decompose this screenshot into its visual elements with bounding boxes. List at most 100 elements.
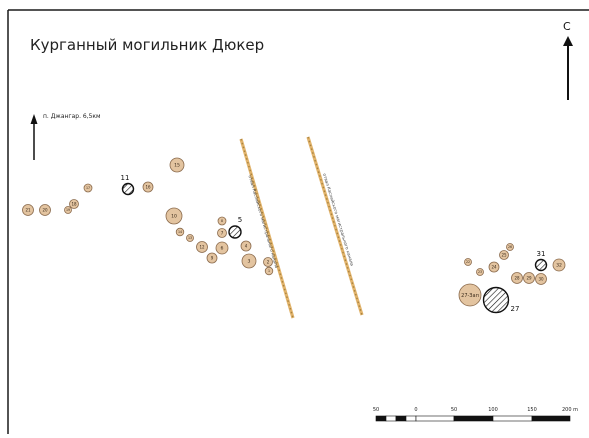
mound-label: 26 (508, 245, 512, 249)
mound-5[interactable]: 5 (228, 216, 242, 239)
scale-label: 50 (451, 407, 457, 413)
mound-label: 29 (526, 275, 532, 280)
mound-label: 10 (171, 214, 177, 220)
mound-label: 4 (245, 243, 248, 248)
excavated-mound-icon (121, 182, 135, 196)
mound-icon (64, 206, 72, 214)
map-title: Курганный могильник Дюкер (30, 36, 265, 54)
mound-icon (175, 227, 185, 237)
scale-label: 100 (488, 407, 498, 413)
mound-label: 19 (66, 208, 70, 212)
scale-label: 0 (414, 407, 417, 413)
canals: отвал Каспийского магистрального канала о… (239, 136, 364, 319)
mound-26[interactable]: 26 (506, 243, 514, 251)
mound-label: 6 (221, 246, 224, 252)
mound-27[interactable]: 27-Зап (458, 283, 482, 307)
mound-24[interactable]: 24 (488, 261, 500, 273)
scale-label: 200 m (562, 407, 578, 413)
mound-14[interactable]: 14 (175, 227, 185, 237)
mound-icon (464, 258, 472, 266)
mound-icon (39, 204, 51, 216)
mound-9[interactable]: 9 (206, 252, 218, 264)
mound-label: 31 (537, 250, 546, 258)
mound-20[interactable]: 20 (39, 204, 51, 216)
mound-1[interactable]: 1 (264, 266, 274, 276)
mound-icon (476, 268, 484, 276)
direction-arrow-icon (30, 114, 38, 160)
mound-13[interactable]: 13 (186, 234, 194, 242)
mound-icon (241, 253, 257, 269)
mound-icon (206, 252, 218, 264)
mound-label: 7 (221, 230, 224, 235)
mound-label: 28 (514, 275, 520, 280)
scale-label: 50 (373, 407, 379, 413)
mound-7[interactable]: 7 (217, 228, 227, 238)
mound-3[interactable]: 3 (241, 253, 257, 269)
mound-icon (499, 250, 509, 260)
mound-22[interactable]: 22 (464, 258, 472, 266)
mound-label: 24 (491, 264, 497, 269)
mound-30[interactable]: 30 (535, 273, 547, 285)
mound-icon (142, 181, 154, 193)
mound-19[interactable]: 19 (64, 206, 72, 214)
mound-icon (523, 272, 535, 284)
north-arrow-icon (563, 36, 573, 100)
mound-29[interactable]: 29 (523, 272, 535, 284)
mound-15[interactable]: 15 (169, 157, 185, 173)
mound-label: 1 (268, 269, 270, 273)
mound-31[interactable]: 31 (534, 250, 548, 272)
mound-label: 27-Зап (461, 293, 479, 299)
mound-18[interactable]: 18 (69, 199, 79, 209)
mound-icon (186, 234, 194, 242)
mound-label: 30 (538, 276, 544, 281)
mound-8[interactable]: 8 (217, 216, 227, 226)
mound-icon (458, 283, 482, 307)
mound-label: 15 (174, 163, 180, 169)
mound-2[interactable]: 2 (263, 257, 273, 267)
canal-label: отвал Каспийского магистрального канала (322, 173, 355, 267)
canal-2: отвал Каспийского магистрального канала (306, 136, 364, 316)
mound-32[interactable]: 32 (552, 258, 566, 272)
mound-label: 22 (466, 260, 470, 264)
mound-icon (506, 243, 514, 251)
mound-label: 20 (42, 207, 48, 212)
mound-icon (215, 241, 229, 255)
excavated-mound-icon (228, 225, 242, 239)
mound-25[interactable]: 25 (499, 250, 509, 260)
mound-icon (535, 273, 547, 285)
mound-label: 12 (199, 244, 205, 249)
mound-6[interactable]: 6 (215, 241, 229, 255)
mound-icon (169, 157, 185, 173)
mound-icon (165, 207, 183, 225)
mound-icon (69, 199, 79, 209)
mound-icon (511, 272, 523, 284)
mound-17[interactable]: 17 (83, 183, 93, 193)
mound-21[interactable]: 21 (22, 204, 34, 216)
mound-23[interactable]: 23 (476, 268, 484, 276)
scale-label: 150 (527, 407, 537, 413)
direction-label: п. Джангар. 6,5км (43, 113, 101, 120)
mound-10[interactable]: 10 (165, 207, 183, 225)
mound-label: 16 (145, 184, 151, 189)
mound-label: 3 (248, 259, 251, 265)
mound-label: 14 (178, 230, 182, 234)
mound-label: 27 (511, 305, 520, 313)
mound-16[interactable]: 16 (142, 181, 154, 193)
mound-12[interactable]: 12 (196, 241, 208, 253)
excavated-mound-icon (534, 258, 548, 272)
mound-label: 21 (25, 207, 31, 212)
mound-28[interactable]: 28 (511, 272, 523, 284)
mound-icon (240, 240, 252, 252)
mound-label: 23 (478, 270, 482, 274)
mound-27[interactable]: 27 (482, 286, 520, 314)
mound-4[interactable]: 4 (240, 240, 252, 252)
canal-1: отвал Каспийского магистрального канала (239, 138, 295, 319)
mound-icon (264, 266, 274, 276)
scale-bar: 50 0 50 100 150 200 m (373, 407, 578, 422)
mound-11[interactable]: 11 (121, 174, 135, 196)
mound-label: 18 (71, 201, 77, 206)
mound-label: 25 (501, 252, 507, 257)
